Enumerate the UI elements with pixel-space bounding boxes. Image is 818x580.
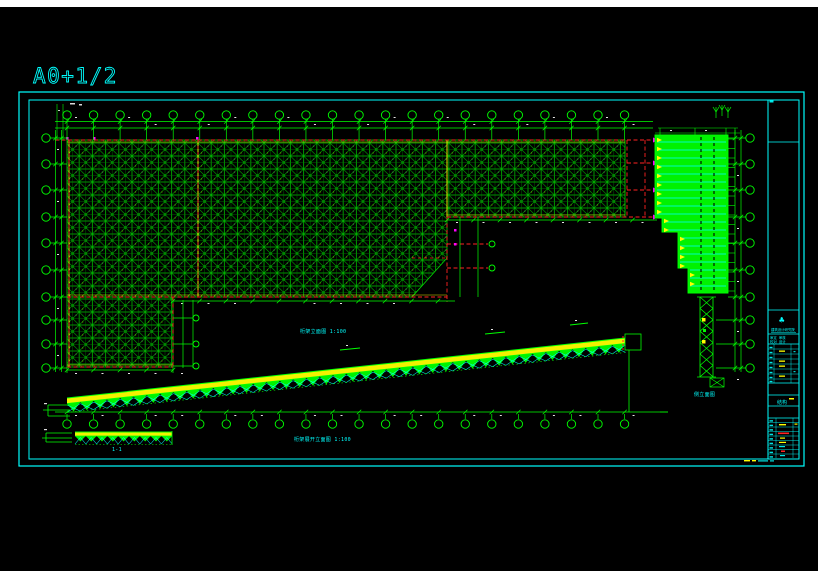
inner-border	[28, 99, 800, 460]
window-margin-top	[0, 0, 818, 7]
company-name: 建筑设计研究院	[771, 327, 795, 332]
titleblock-info-line2: 校对 设计	[770, 339, 786, 344]
window-margin-bottom	[0, 571, 818, 580]
stamp-label: 结构	[777, 399, 787, 406]
titleblock-info-line1: 审定 审核	[770, 335, 786, 340]
section-label: 1-1	[112, 447, 122, 453]
title-block: ♣ 建筑设计研究院 审定 审核 校对 设计 结构	[770, 316, 795, 406]
company-logo-icon: ♣	[779, 316, 785, 326]
drawing-geometry	[41, 100, 799, 462]
truss-elevation-label: 桁架立面图 1:100	[300, 328, 346, 335]
unfolded-elevation-label: 桁架展开立面图 1:100	[294, 436, 351, 443]
outer-border	[18, 91, 805, 467]
side-elevation-label: 侧立面图	[694, 391, 715, 398]
sheet-title: A0+1/2	[33, 64, 118, 88]
